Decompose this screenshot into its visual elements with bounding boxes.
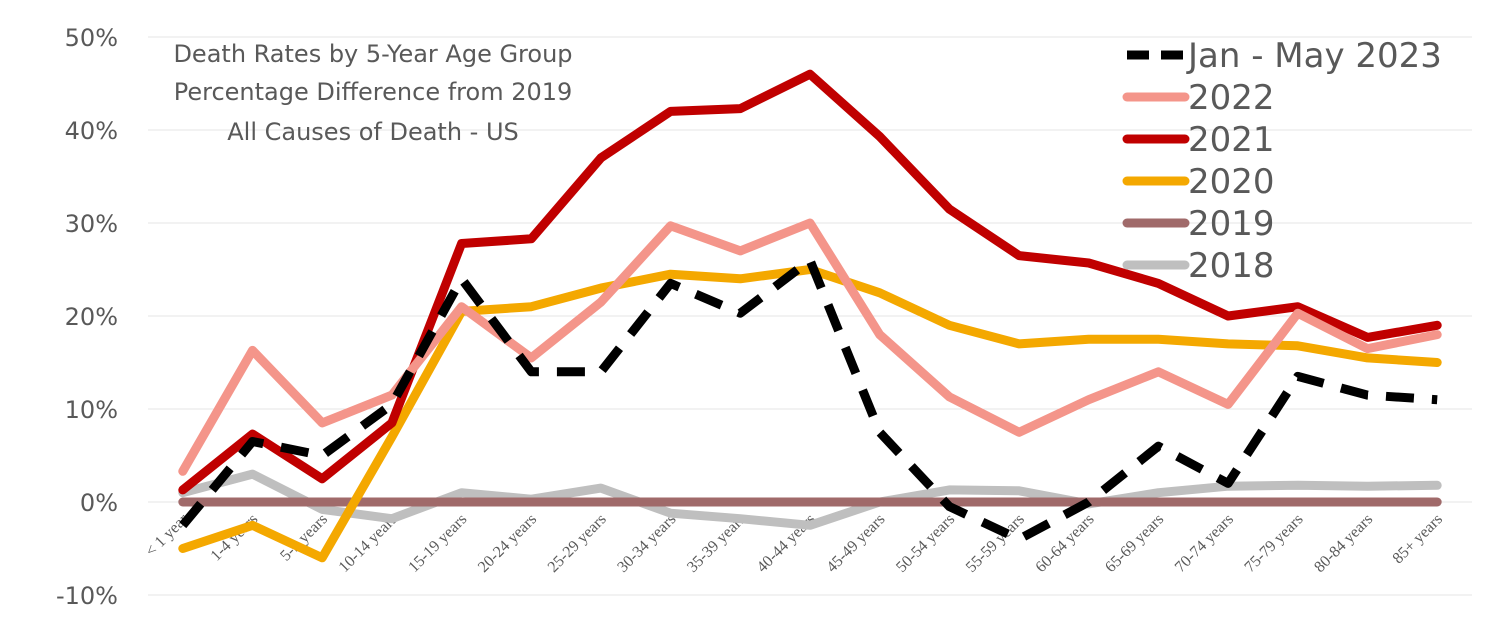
x-tick-label: 15-19 years — [405, 511, 470, 576]
y-tick-label: 30% — [65, 210, 118, 238]
legend-label-2022: 2022 — [1188, 78, 1275, 118]
legend-label-2021: 2021 — [1188, 120, 1275, 160]
legend-label-2020: 2020 — [1188, 162, 1275, 202]
legend-label-2019: 2019 — [1188, 204, 1275, 244]
x-tick-label: 30-34 years — [614, 511, 679, 576]
x-tick-label: 85+ years — [1390, 511, 1446, 567]
y-tick-label: 20% — [65, 303, 118, 331]
x-tick-label: 70-74 years — [1172, 511, 1237, 576]
x-tick-label: 55-59 years — [963, 511, 1028, 576]
x-tick-label: 65-69 years — [1102, 511, 1167, 576]
series-lines — [178, 69, 1442, 563]
y-axis-ticks: -10% 0% 10% 20% 30% 40% 50% — [56, 24, 118, 610]
chart-title: Death Rates by 5-Year Age Group Percenta… — [173, 40, 572, 146]
x-tick-label: 20-24 years — [475, 511, 540, 576]
series-line-2021 — [178, 69, 1442, 495]
y-tick-label: 50% — [65, 24, 118, 52]
y-tick-label: 10% — [65, 396, 118, 424]
x-tick-label: 75-79 years — [1241, 511, 1306, 576]
title-line-3: All Causes of Death - US — [227, 118, 519, 146]
series-line-2022 — [178, 218, 1442, 476]
x-tick-label: 50-54 years — [893, 511, 958, 576]
x-tick-label: 80-84 years — [1311, 511, 1376, 576]
x-tick-label: 25-29 years — [545, 511, 610, 576]
legend-label-2018: 2018 — [1188, 246, 1275, 286]
series-line-jan-may-2023 — [179, 255, 1438, 544]
y-tick-label: -10% — [56, 582, 118, 610]
x-tick-label: 60-64 years — [1032, 511, 1097, 576]
y-tick-label: 40% — [65, 117, 118, 145]
legend-label-jan-may-2023: Jan - May 2023 — [1186, 36, 1442, 76]
title-line-2: Percentage Difference from 2019 — [174, 78, 573, 106]
title-line-1: Death Rates by 5-Year Age Group — [173, 40, 572, 68]
y-tick-label: 0% — [80, 489, 118, 517]
